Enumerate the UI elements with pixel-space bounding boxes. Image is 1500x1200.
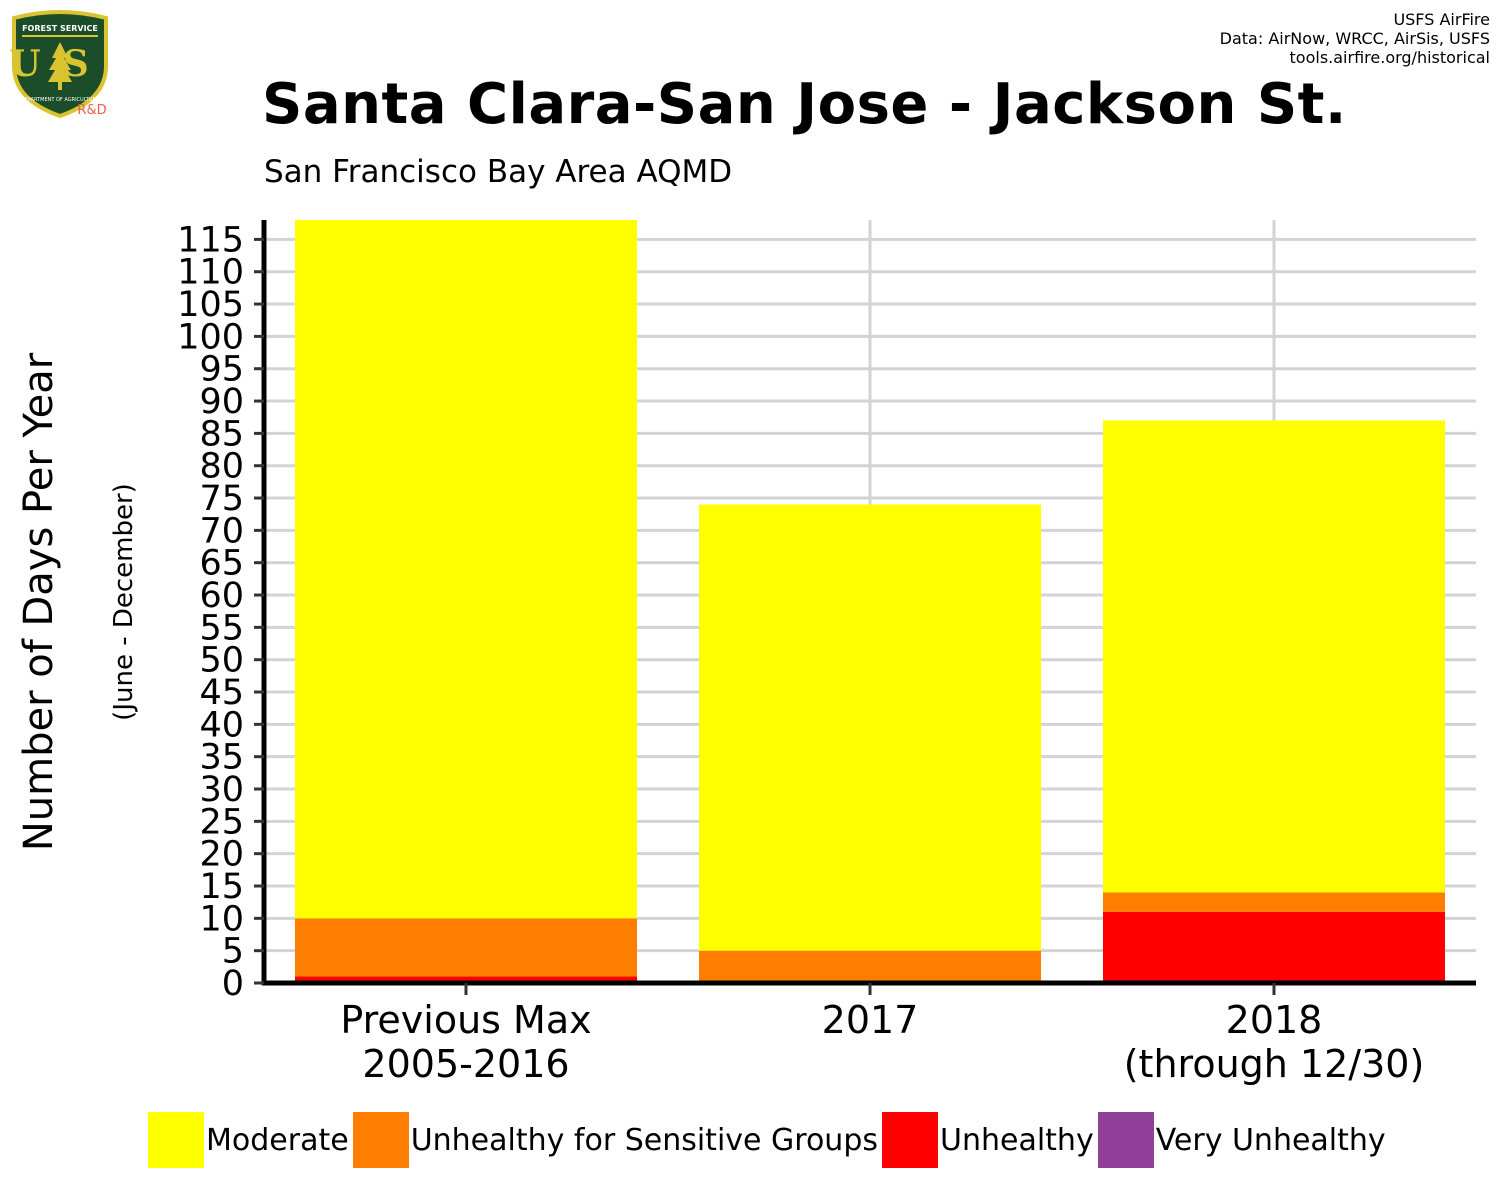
y-tick-label: 115 [177, 220, 244, 260]
axes [254, 220, 1476, 995]
chart-subtitle: San Francisco Bay Area AQMD [264, 154, 733, 190]
legend-item: Unhealthy for Sensitive Groups [352, 1112, 882, 1168]
y-tick-label: 45 [199, 673, 244, 713]
bars [295, 220, 1445, 983]
x-tick-label: 2005-2016 [362, 1042, 569, 1086]
legend-label: Unhealthy [940, 1122, 1094, 1158]
logo-badge: R&D [77, 103, 106, 118]
bar-segment [295, 976, 637, 983]
legend-swatch [882, 1112, 938, 1168]
legend-label: Very Unhealthy [1155, 1122, 1386, 1158]
x-tick-label: Previous Max [340, 998, 591, 1042]
y-tick-label: 60 [199, 576, 244, 616]
y-tick-label: 0 [222, 964, 244, 1004]
y-tick-label: 95 [199, 350, 244, 390]
y-tick-label: 30 [199, 770, 244, 810]
x-tick-label: 2018 [1226, 998, 1323, 1042]
legend-swatch [352, 1112, 409, 1168]
y-tick-label: 65 [199, 544, 244, 584]
bar-segment [1103, 892, 1445, 912]
y-tick-label: 80 [199, 447, 244, 487]
y-tick-label: 75 [199, 479, 244, 519]
y-tick-label: 105 [177, 285, 244, 325]
credit-line: USFS AirFire [1393, 10, 1490, 29]
y-tick-label: 100 [177, 317, 244, 357]
y-tick-label: 15 [199, 867, 244, 907]
y-axis-label: Number of Days Per Year [16, 352, 62, 851]
y-tick-label: 70 [199, 511, 244, 551]
y-tick-label: 90 [199, 382, 244, 422]
data-credits: USFS AirFire Data: AirNow, WRCC, AirSis,… [1220, 10, 1490, 67]
y-tick-label: 50 [199, 641, 244, 681]
bar-segment [1103, 911, 1445, 983]
y-tick-labels: 0510152025303540455055606570758085909510… [177, 220, 244, 1004]
credit-line: tools.airfire.org/historical [1289, 48, 1490, 67]
legend-item: Unhealthy [882, 1112, 1098, 1168]
credit-line: Data: AirNow, WRCC, AirSis, USFS [1219, 29, 1490, 48]
legend-label: Moderate [206, 1122, 349, 1158]
bar-segment [699, 950, 1041, 983]
y-axis-sublabel: (June - December) [109, 483, 139, 721]
y-tick-label: 110 [177, 253, 244, 293]
y-tick-label: 35 [199, 738, 244, 778]
x-tick-label: 2017 [822, 998, 919, 1042]
legend-label: Unhealthy for Sensitive Groups [410, 1122, 878, 1158]
chart-title: Santa Clara-San Jose - Jackson St. [262, 72, 1347, 137]
y-tick-label: 85 [199, 414, 244, 454]
logo-bottom-text: DEPARTMENT OF AGRICULTURE [21, 97, 99, 103]
bar-segment [295, 918, 637, 977]
y-tick-label: 10 [199, 899, 244, 939]
logo-top-text: FOREST SERVICE [22, 24, 98, 33]
x-tick-label: (through 12/30) [1124, 1042, 1425, 1086]
legend-swatch [1097, 1112, 1154, 1168]
legend-swatch [148, 1112, 204, 1168]
y-tick-label: 20 [199, 835, 244, 875]
y-tick-label: 55 [199, 608, 244, 648]
bar-segment [1103, 420, 1445, 893]
y-tick-label: 40 [199, 705, 244, 745]
logo-letters: US [9, 43, 110, 85]
bar-segment [295, 220, 637, 919]
tree-icon [48, 42, 72, 90]
legend: Moderate Unhealthy for Sensitive Groups Un… [148, 1112, 1390, 1168]
legend-item: Moderate [148, 1112, 353, 1168]
y-tick-label: 5 [222, 932, 244, 972]
y-tick-label: 25 [199, 802, 244, 842]
legend-item: Very Unhealthy [1097, 1112, 1390, 1168]
bar-segment [699, 504, 1041, 951]
usfs-logo: FOREST SERVICE US DEPARTMENT OF AGRICULT… [9, 10, 110, 119]
